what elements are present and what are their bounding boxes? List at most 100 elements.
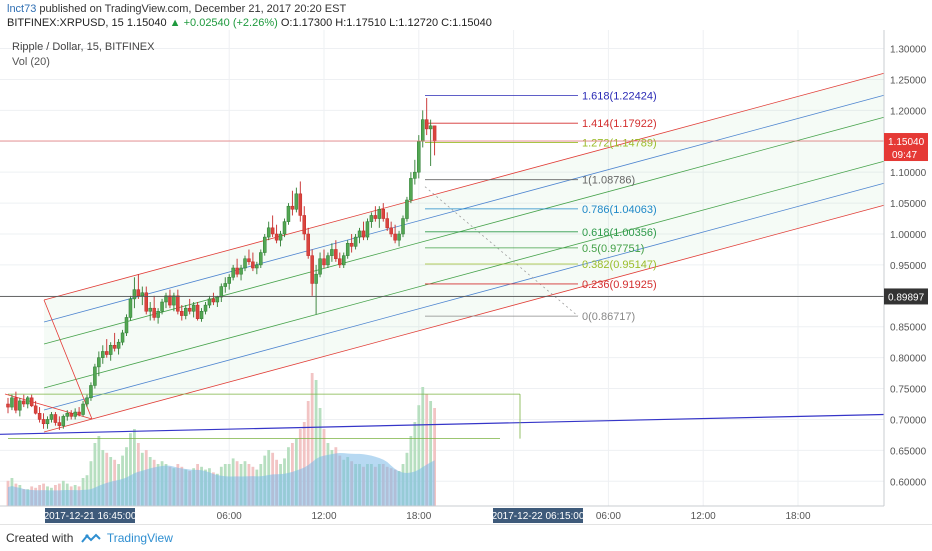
candle-body — [290, 205, 295, 210]
ohlc-low: L:1.12720 — [389, 17, 439, 29]
candle-body — [417, 141, 421, 173]
candle-body — [409, 178, 413, 201]
volume-bar — [306, 401, 310, 506]
candle-body — [211, 298, 216, 303]
fib-anchor-line — [424, 186, 579, 317]
volume-bar — [97, 436, 101, 506]
candles — [6, 98, 437, 430]
candle-body — [231, 267, 235, 278]
x-range-badge — [45, 508, 135, 523]
tradingview-brand[interactable]: TradingView — [106, 531, 173, 545]
candle-body — [184, 307, 188, 316]
candle-body — [140, 292, 145, 297]
volume-bar — [129, 433, 132, 506]
chart-header: lnct73 published on TradingView.com, Dec… — [0, 0, 932, 30]
candle-body — [77, 411, 81, 415]
crosshair-price-badge — [884, 288, 928, 305]
y-tick-label: 0.65000 — [890, 446, 927, 457]
price-chart[interactable]: 1.618(1.22424) 1.414(1.17922) 1.272(1.1478… — [0, 30, 932, 524]
candle-body — [223, 283, 227, 287]
candle-body — [132, 289, 137, 300]
last-price-badge — [884, 133, 928, 162]
y-tick-label: 1.00000 — [890, 230, 927, 241]
volume-bar — [417, 405, 421, 506]
candle-body — [160, 301, 164, 312]
candle-body — [136, 289, 141, 297]
ohlc-high: H:1.17510 — [335, 17, 387, 29]
candle-body — [413, 171, 417, 179]
candle-body — [428, 125, 433, 130]
candle-body — [215, 296, 220, 303]
crosshair-price-label: 0.89897 — [888, 292, 925, 303]
footer: Created with TradingView — [0, 524, 932, 551]
candle-body — [108, 345, 113, 355]
candle-body — [69, 413, 73, 417]
volume-bar — [93, 443, 97, 506]
candle-body — [282, 221, 287, 235]
candle-body — [349, 243, 354, 247]
x-tick-label: 12:00 — [311, 511, 336, 522]
candle-body — [33, 405, 38, 414]
candle-body — [191, 304, 196, 312]
candle-body — [424, 119, 429, 130]
fib-level-label: 1.272(1.14789) — [582, 138, 657, 150]
candle-body — [357, 230, 362, 238]
candle-body — [53, 414, 58, 423]
candle-body — [330, 249, 334, 256]
candle-body — [57, 422, 62, 426]
candle-body — [207, 298, 212, 306]
price-lines — [0, 140, 884, 297]
volume-bar — [133, 429, 136, 506]
candle-body — [116, 341, 121, 349]
y-tick-label: 0.70000 — [890, 415, 927, 426]
candle-body — [298, 193, 303, 216]
x-range-label: 2017-12-22 06:15:00 — [492, 511, 585, 522]
chart-title: Ripple / Dollar, 15, BITFINEX — [12, 41, 155, 53]
candle-body — [326, 255, 330, 266]
author-link[interactable]: lnct73 — [7, 3, 37, 15]
candle-body — [168, 295, 172, 306]
tradingview-logo-icon — [80, 533, 101, 543]
candle-body — [49, 414, 54, 420]
candle-body — [405, 199, 409, 219]
candle-body — [334, 249, 338, 259]
price-change: ▲ +0.02540 (+2.26%) — [169, 17, 278, 29]
candle-body — [294, 193, 299, 210]
volume-bar — [101, 450, 105, 506]
volume-bar — [109, 457, 113, 506]
x-tick-label: 06:00 — [217, 511, 242, 522]
candle-body — [22, 400, 26, 405]
candle-body — [318, 258, 322, 275]
candle-body — [385, 218, 389, 229]
y-axis[interactable]: 1.300001.250001.200001.150001.100001.050… — [884, 45, 928, 489]
volume-bars — [6, 373, 436, 506]
candle-body — [266, 227, 271, 238]
channel-line — [43, 116, 885, 345]
candle-body — [227, 277, 231, 284]
fib-level-label: 1(1.08786) — [582, 175, 635, 187]
candle-body — [345, 243, 350, 256]
y-tick-label: 0.95000 — [890, 261, 927, 272]
volume-bar — [310, 373, 314, 506]
x-range-label: 2017-12-21 16:45:00 — [44, 511, 137, 522]
candle-body — [239, 267, 243, 275]
candle-body — [278, 233, 283, 241]
volume-average-area — [8, 453, 435, 506]
candle-body — [219, 286, 224, 298]
candle-body — [89, 385, 93, 399]
candle-body — [322, 258, 326, 266]
candle-body — [270, 227, 275, 235]
volume-bar — [105, 452, 109, 506]
candle-body — [26, 397, 30, 405]
candle-body — [361, 230, 366, 238]
candle-body — [255, 264, 259, 269]
candle-body — [263, 236, 267, 253]
candle-body — [432, 125, 437, 142]
y-tick-label: 1.10000 — [890, 168, 927, 179]
candle-body — [338, 258, 342, 266]
plot-background — [0, 30, 884, 506]
x-axis[interactable]: 06:0012:0018:002206:0012:0018:002017-12-… — [44, 508, 811, 523]
countdown-label: 09:47 — [892, 150, 917, 161]
fib-level-label: 1.618(1.22424) — [582, 90, 657, 102]
candle-body — [393, 233, 397, 241]
